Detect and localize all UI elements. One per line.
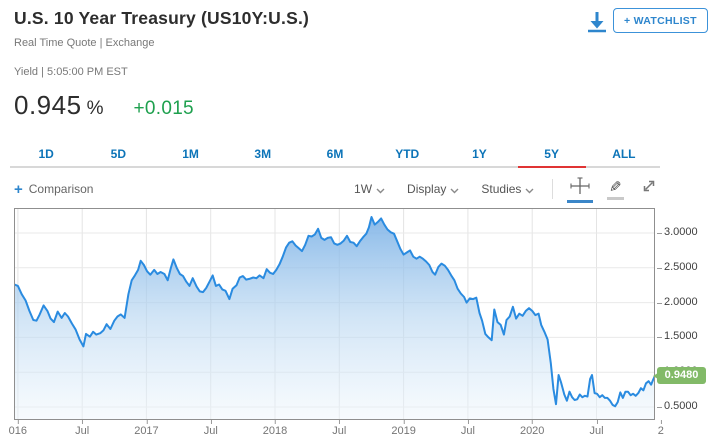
y-axis-label: 2.5000 bbox=[657, 260, 698, 273]
plus-icon: + bbox=[14, 180, 23, 198]
chevron-down-icon bbox=[525, 188, 534, 194]
x-axis-label: Jul bbox=[332, 420, 347, 437]
plot-border bbox=[14, 208, 655, 420]
crosshair-icon bbox=[570, 176, 590, 194]
x-axis-label: 2017 bbox=[134, 420, 159, 437]
yield-unit: % bbox=[86, 98, 104, 119]
chart-toolbar: + Comparison 1W Display Studies bbox=[14, 176, 660, 203]
draw-tool-button[interactable]: ✎ bbox=[607, 179, 624, 200]
yield-line-series bbox=[11, 216, 656, 408]
chevron-down-icon bbox=[450, 188, 459, 194]
area-fill bbox=[12, 217, 655, 420]
yield-value: 0.945 bbox=[14, 90, 82, 120]
chevron-down-icon bbox=[376, 188, 385, 194]
x-axis-label: 016 bbox=[8, 420, 28, 437]
display-dropdown[interactable]: Display bbox=[407, 182, 459, 196]
x-axis-label: 2 bbox=[657, 420, 664, 437]
price-row: 0.945 % +0.015 bbox=[14, 90, 194, 121]
display-label: Display bbox=[407, 182, 447, 196]
y-axis-label: 2.0000 bbox=[657, 295, 698, 308]
comparison-label: Comparison bbox=[28, 182, 94, 196]
interval-label: 1W bbox=[354, 182, 373, 196]
pencil-icon: ✎ bbox=[609, 178, 622, 196]
expand-icon bbox=[643, 180, 655, 191]
y-axis-label: 3.0000 bbox=[657, 225, 698, 238]
download-icon[interactable] bbox=[584, 9, 610, 35]
tab-3m[interactable]: 3M bbox=[254, 147, 272, 161]
x-axis-label: Jul bbox=[75, 420, 90, 437]
page-title: U.S. 10 Year Treasury (US10Y:U.S.) bbox=[14, 8, 310, 28]
x-axis-label: 2019 bbox=[391, 420, 416, 437]
tab-ytd[interactable]: YTD bbox=[395, 147, 420, 161]
chart-plot-area[interactable] bbox=[11, 208, 662, 420]
x-axis-label: 2020 bbox=[519, 420, 545, 437]
x-axis-label: Jul bbox=[460, 420, 475, 437]
tab-1m[interactable]: 1M bbox=[182, 147, 199, 161]
x-axis-label: Jul bbox=[589, 420, 604, 437]
y-axis-label: 0.5000 bbox=[657, 399, 698, 412]
quote-source: Real Time Quote | Exchange bbox=[14, 37, 155, 49]
tab-1d[interactable]: 1D bbox=[38, 147, 54, 161]
x-axis-label: Jul bbox=[203, 420, 218, 437]
crosshair-tool-button[interactable] bbox=[567, 176, 594, 203]
tab-5y[interactable]: 5Y bbox=[516, 143, 588, 168]
download-arrow-icon bbox=[588, 12, 606, 33]
x-axis: 016 Jul 2017 Jul 2018 Jul 2019 Jul 2020 Jul 2 bbox=[0, 420, 710, 442]
range-tab-bar: 1D 5D 1M 3M 6M YTD 1Y 5Y ALL bbox=[10, 143, 660, 168]
tab-1y[interactable]: 1Y bbox=[472, 147, 487, 161]
current-price-badge: 0.9480 bbox=[653, 367, 706, 385]
comparison-button[interactable]: + Comparison bbox=[14, 182, 93, 197]
y-axis-label: 1.5000 bbox=[657, 330, 698, 343]
tab-6m[interactable]: 6M bbox=[326, 147, 344, 161]
studies-dropdown[interactable]: Studies bbox=[481, 182, 534, 196]
x-axis-label: 2018 bbox=[262, 420, 288, 437]
toolbar-divider bbox=[552, 179, 554, 199]
interval-dropdown[interactable]: 1W bbox=[354, 182, 385, 196]
tab-5d[interactable]: 5D bbox=[110, 147, 126, 161]
quote-time-label: Yield | 5:05:00 PM EST bbox=[14, 66, 128, 78]
yield-change: +0.015 bbox=[133, 98, 194, 119]
watchlist-button[interactable]: + WATCHLIST bbox=[613, 8, 708, 33]
fullscreen-button[interactable] bbox=[638, 176, 660, 203]
tab-all[interactable]: ALL bbox=[612, 147, 636, 161]
studies-label: Studies bbox=[481, 182, 522, 196]
